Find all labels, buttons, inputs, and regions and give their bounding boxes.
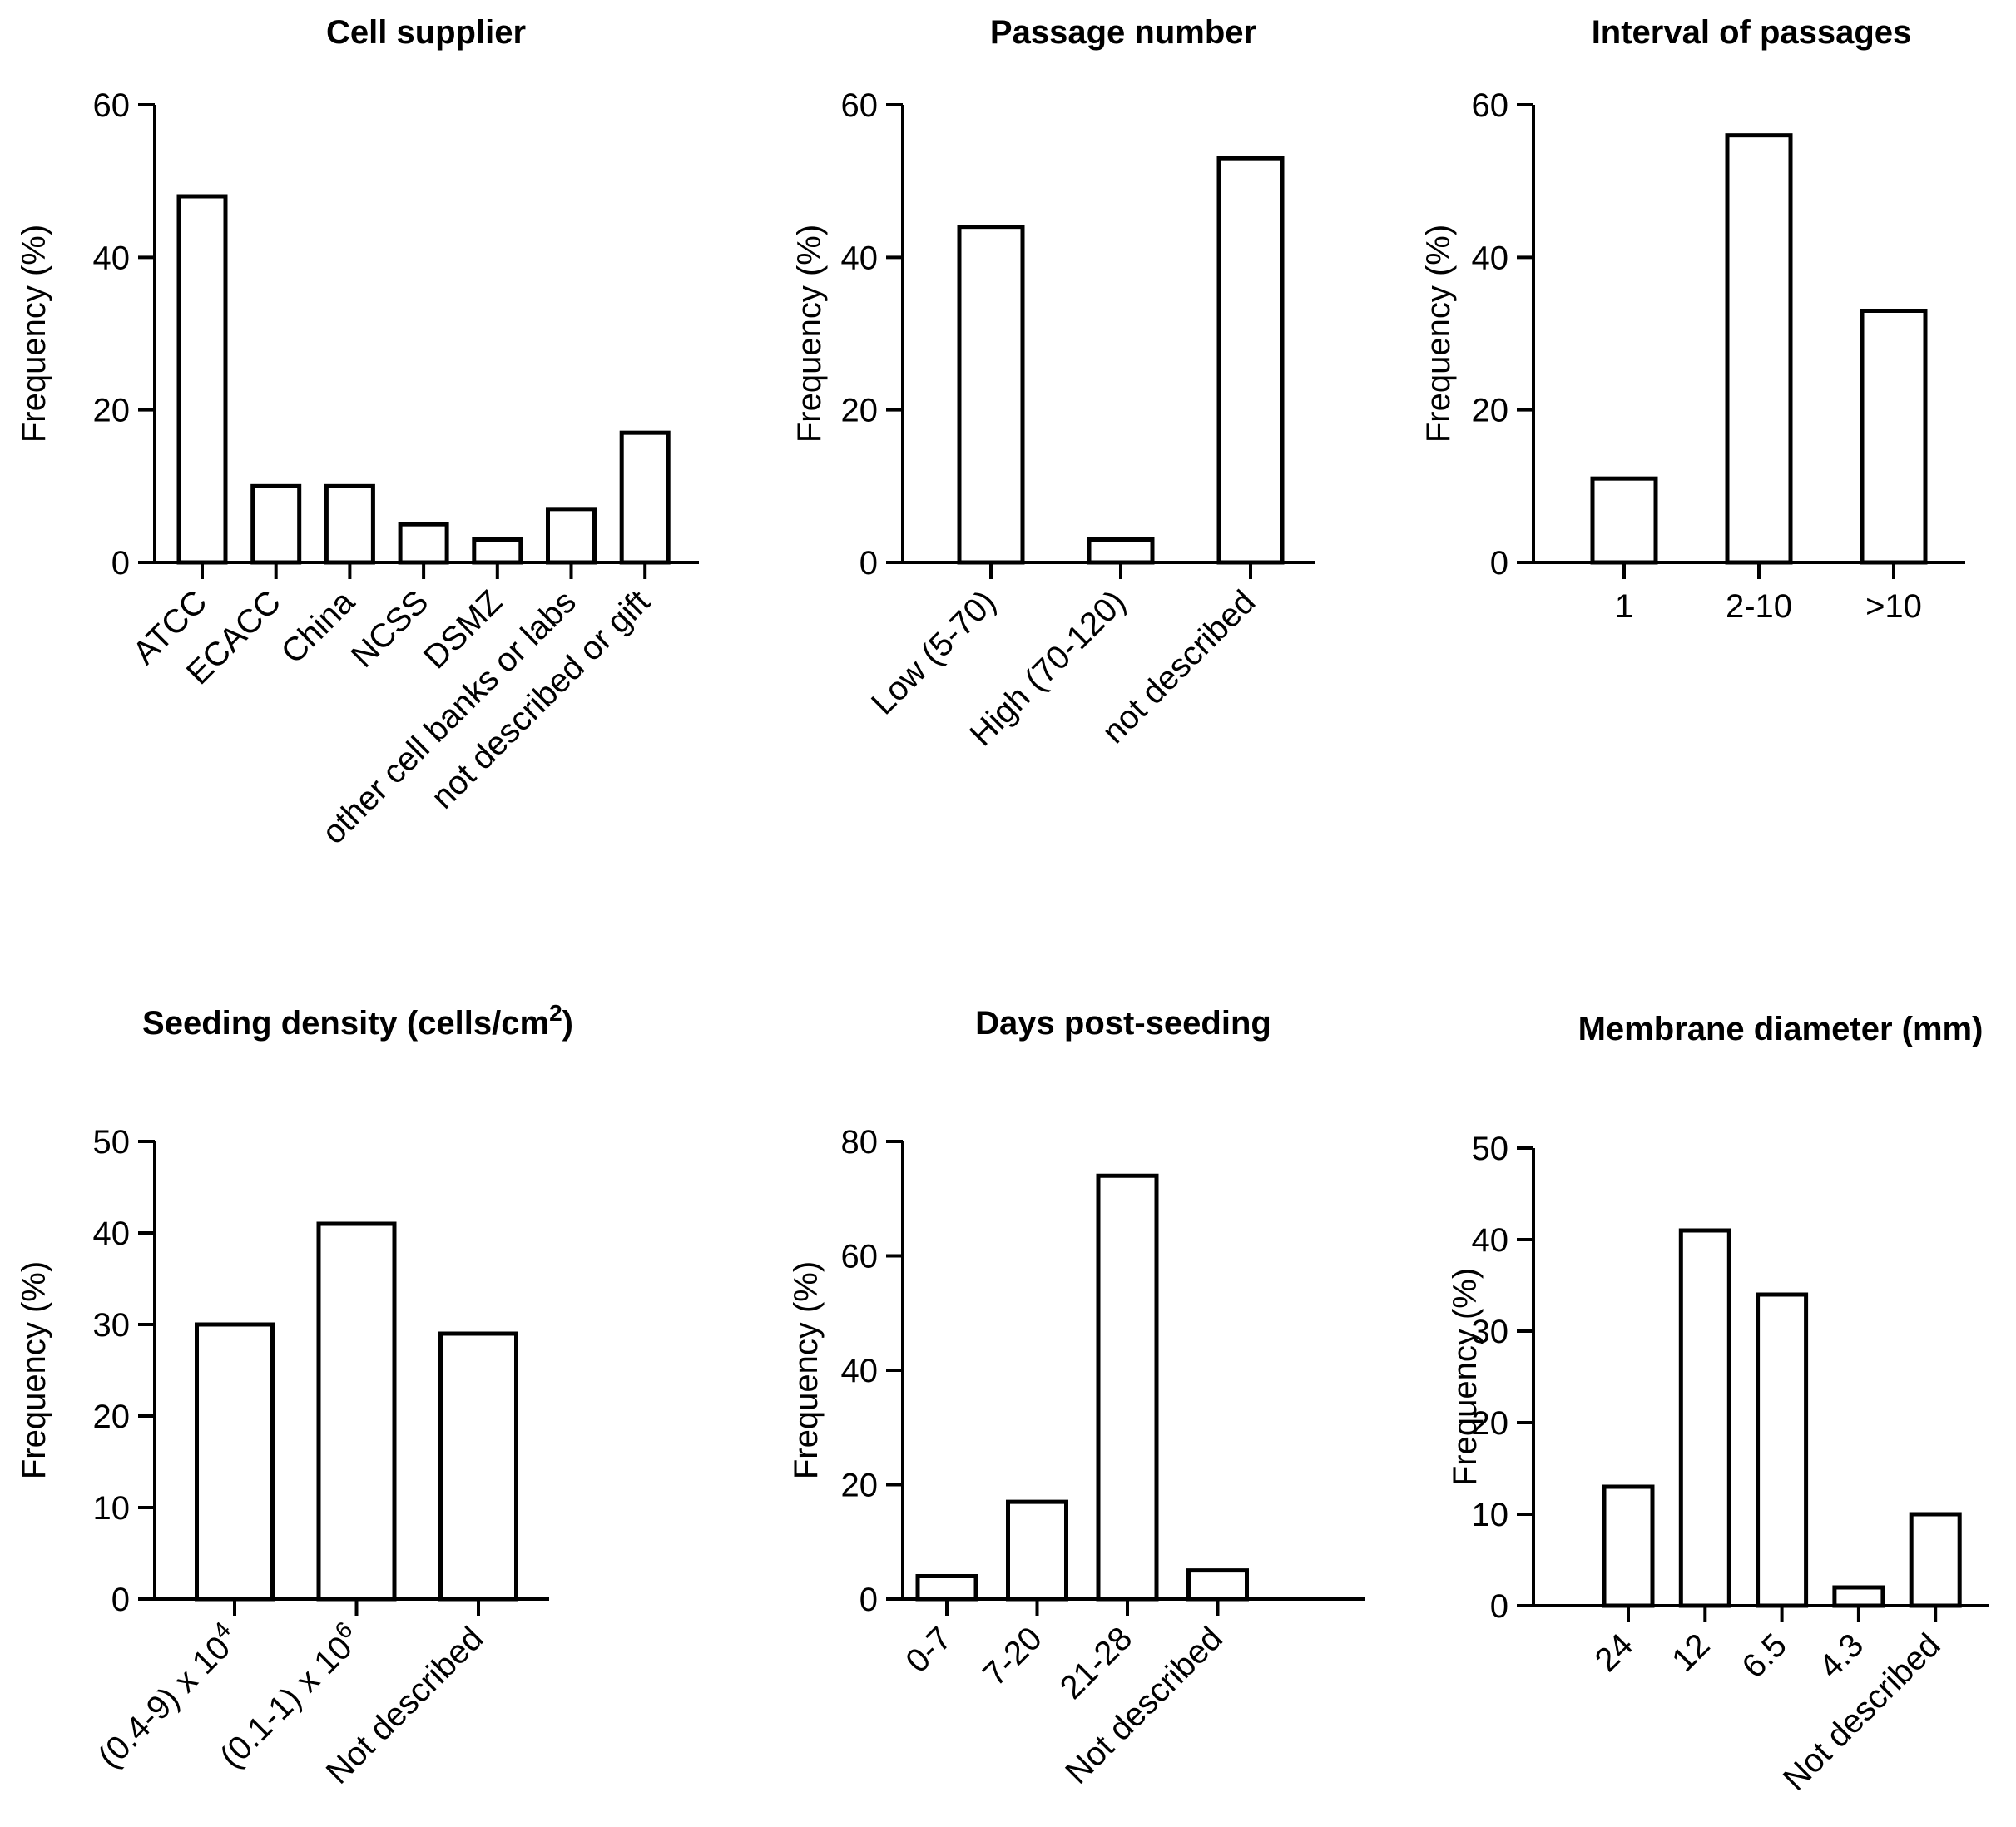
y-tick-label: 20 bbox=[1472, 1405, 1509, 1442]
y-tick-label: 20 bbox=[841, 393, 879, 429]
y-axis-label: Frequency (%) bbox=[16, 1261, 52, 1479]
y-axis-label: Frequency (%) bbox=[16, 225, 52, 443]
y-tick-label: 0 bbox=[859, 1582, 878, 1618]
bar-low-5-70- bbox=[957, 225, 1025, 565]
y-tick-label: 60 bbox=[841, 1239, 879, 1275]
bar-7-20 bbox=[1006, 1499, 1068, 1602]
y-axis-label: Frequency (%) bbox=[788, 1261, 825, 1479]
bar-not-described bbox=[438, 1331, 518, 1602]
chart-title: Membrane diameter (mm) bbox=[1578, 1011, 1984, 1047]
y-tick-label: 60 bbox=[1472, 87, 1509, 124]
y-axis-label: Frequency (%) bbox=[791, 225, 828, 443]
y-tick-label: 60 bbox=[841, 87, 879, 124]
y-tick-label: 40 bbox=[841, 1353, 879, 1389]
y-tick-label: 10 bbox=[93, 1490, 131, 1527]
category-label: 12 bbox=[1665, 1626, 1717, 1679]
chart-title: Cell supplier bbox=[326, 14, 526, 51]
bar--0-1-1-x-10 bbox=[316, 1221, 397, 1602]
category-label: 6.5 bbox=[1736, 1626, 1794, 1685]
bar-21-28 bbox=[1096, 1173, 1159, 1602]
chart-title: Interval of passages bbox=[1592, 14, 1912, 51]
bar-ecacc bbox=[250, 483, 302, 565]
y-tick-label: 40 bbox=[841, 240, 879, 276]
y-tick-label: 80 bbox=[841, 1124, 879, 1161]
bar--0-4-9-x-10 bbox=[195, 1322, 275, 1602]
y-tick-label: 30 bbox=[93, 1307, 131, 1344]
bar-6-5 bbox=[1756, 1292, 1809, 1608]
category-label: 21-28 bbox=[1053, 1620, 1139, 1706]
bar-other-cell-banks-or-labs bbox=[546, 507, 597, 565]
y-tick-label: 60 bbox=[93, 87, 131, 124]
y-tick-label: 0 bbox=[111, 545, 130, 582]
bar-24 bbox=[1602, 1484, 1655, 1608]
bar-0-7 bbox=[915, 1574, 978, 1602]
chart-panel-4: Seeding density (cells/cm2) Frequency (%)… bbox=[16, 1000, 573, 1791]
bar-atcc bbox=[176, 194, 228, 565]
bar-2-10 bbox=[1725, 133, 1793, 565]
y-tick-label: 50 bbox=[93, 1124, 131, 1161]
y-tick-label: 0 bbox=[111, 1582, 130, 1618]
y-tick-label: 40 bbox=[93, 1216, 131, 1252]
y-tick-label: 20 bbox=[1472, 393, 1509, 429]
category-label: Low (5-70) bbox=[864, 583, 1003, 721]
y-tick-label: 30 bbox=[1472, 1314, 1509, 1350]
category-label: 7-20 bbox=[976, 1620, 1049, 1693]
bar-4-3 bbox=[1832, 1585, 1885, 1608]
y-axis-label: Frequency (%) bbox=[1420, 225, 1457, 443]
bar-not-described-or-gift bbox=[619, 430, 671, 565]
y-tick-label: 20 bbox=[93, 393, 131, 429]
y-tick-label: 40 bbox=[1472, 240, 1509, 276]
category-label: Not described bbox=[1058, 1620, 1230, 1791]
bar-12 bbox=[1678, 1228, 1731, 1608]
y-tick-label: 10 bbox=[1472, 1497, 1509, 1533]
category-label: 24 bbox=[1588, 1626, 1641, 1679]
category-label: >10 bbox=[1865, 588, 1922, 625]
bar-not-described bbox=[1216, 156, 1285, 565]
category-label: China bbox=[275, 583, 363, 671]
bar-not-described bbox=[1186, 1568, 1249, 1602]
y-tick-label: 40 bbox=[93, 240, 131, 276]
category-label: 2-10 bbox=[1726, 588, 1792, 625]
y-tick-label: 0 bbox=[1490, 545, 1508, 582]
y-tick-label: 40 bbox=[1472, 1222, 1509, 1259]
chart-panel-5: Days post-seeding Frequency (%) 0 20 40 60 80 0… bbox=[788, 1005, 1365, 1791]
chart-title: Passage number bbox=[990, 14, 1256, 51]
chart-panel-2: Passage number Frequency (%) 0 20 40 60 Low (5… bbox=[791, 14, 1315, 753]
bar-dsmz bbox=[472, 537, 523, 565]
bar--10 bbox=[1860, 309, 1928, 565]
chart-title: Days post-seeding bbox=[975, 1005, 1271, 1042]
y-tick-label: 20 bbox=[841, 1468, 879, 1504]
category-label: NCSS bbox=[344, 583, 436, 675]
bar-china bbox=[324, 483, 375, 565]
bar-not-described bbox=[1909, 1512, 1962, 1608]
y-tick-label: 0 bbox=[1490, 1588, 1508, 1625]
bar-1 bbox=[1590, 476, 1658, 565]
category-label: 1 bbox=[1615, 588, 1633, 625]
chart-panel-6: Membrane diameter (mm) Frequency (%) 0 10 20… bbox=[1447, 1011, 1989, 1798]
category-label: 4.3 bbox=[1812, 1626, 1870, 1685]
y-tick-label: 50 bbox=[1472, 1131, 1509, 1167]
chart-title: Seeding density (cells/cm2) bbox=[142, 1000, 573, 1042]
category-label: 0-7 bbox=[899, 1620, 958, 1680]
y-tick-label: 0 bbox=[859, 545, 878, 582]
y-tick-label: 20 bbox=[93, 1399, 131, 1435]
bar-ncss bbox=[398, 522, 449, 565]
chart-panel-3: Interval of passages Frequency (%) 0 20 40 60… bbox=[1420, 14, 1965, 625]
y-axis-label: Frequency (%) bbox=[1447, 1268, 1484, 1486]
bar-high-70-120- bbox=[1087, 537, 1155, 565]
